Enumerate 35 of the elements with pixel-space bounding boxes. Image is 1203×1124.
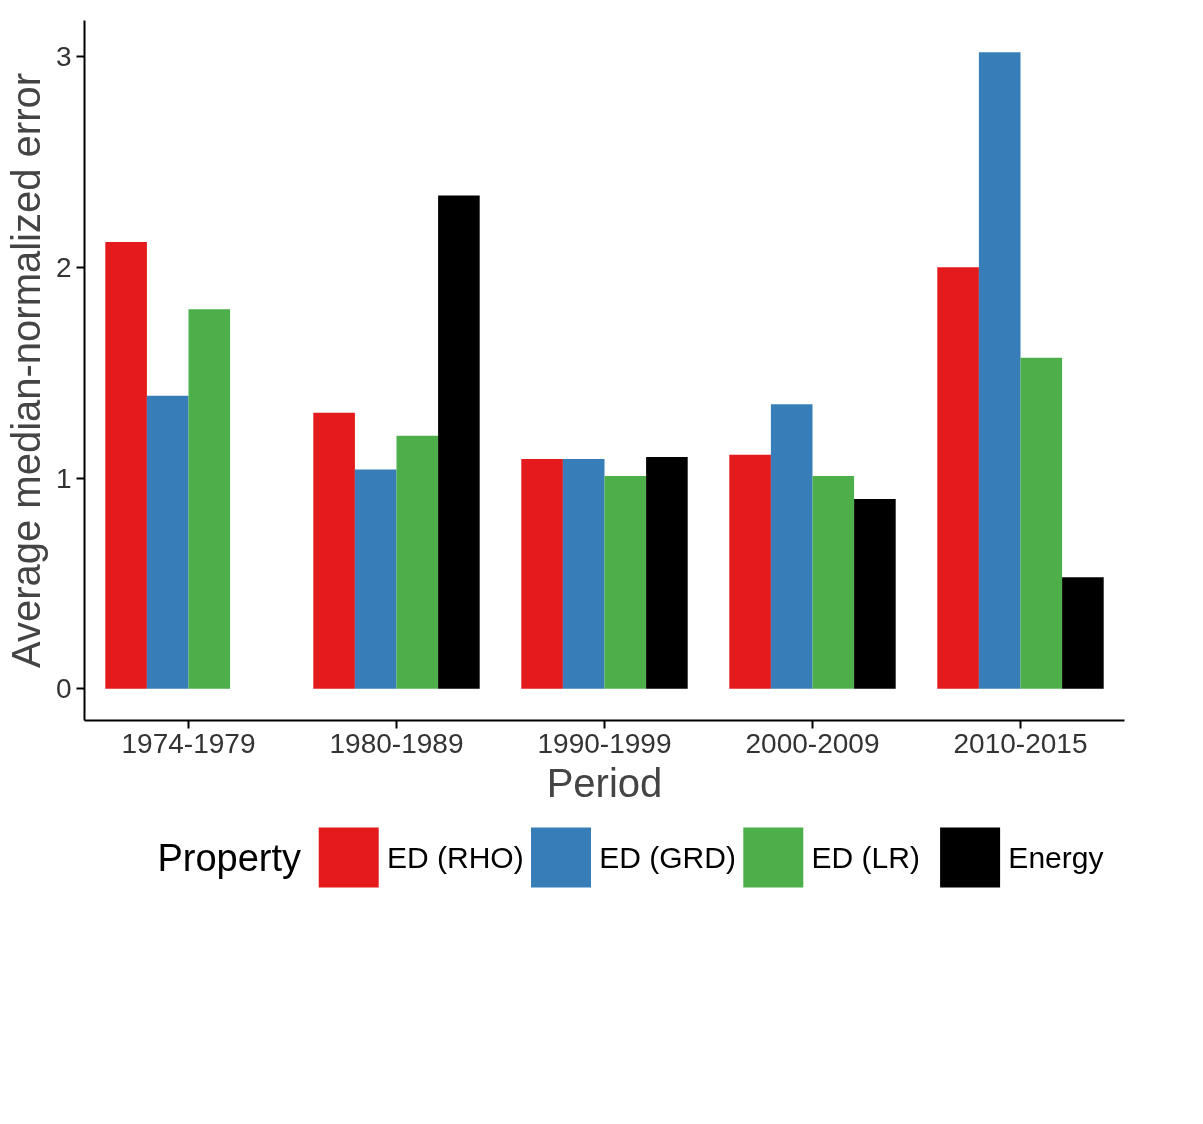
- bar: [1020, 357, 1063, 689]
- legend-label: ED (LR): [811, 841, 920, 874]
- x-tick-label: 1980-1989: [329, 727, 464, 759]
- bar: [105, 241, 147, 689]
- bar: [438, 195, 480, 689]
- bar: [146, 395, 189, 689]
- bar: [313, 412, 355, 689]
- bar: [562, 459, 605, 689]
- bar: [937, 267, 979, 689]
- bar: [396, 435, 439, 689]
- bar: [854, 499, 896, 689]
- x-axis-title: Period: [546, 760, 663, 805]
- bar: [604, 475, 647, 689]
- legend-label: ED (RHO): [386, 841, 524, 874]
- y-tick-label: 2: [55, 251, 72, 283]
- bar: [188, 309, 231, 689]
- x-tick-label: 2010-2015: [953, 727, 1088, 759]
- bar: [770, 404, 813, 689]
- x-tick-label: 2000-2009: [745, 727, 880, 759]
- bar: [812, 475, 855, 689]
- bar: [729, 454, 771, 689]
- bar: [1062, 577, 1104, 689]
- y-tick-label: 3: [55, 40, 72, 72]
- legend-label: ED (GRD): [599, 841, 736, 874]
- legend-title: Property: [157, 836, 302, 879]
- y-axis-title: Average median-normalized error: [3, 72, 48, 669]
- bar: [521, 459, 563, 689]
- y-tick-label: 1: [55, 462, 72, 494]
- x-tick-label: 1974-1979: [121, 727, 256, 759]
- x-tick-label: 1990-1999: [537, 727, 672, 759]
- legend-label: Energy: [1008, 841, 1104, 874]
- bar: [646, 456, 688, 689]
- y-tick-label: 0: [55, 673, 72, 705]
- bar: [354, 469, 397, 689]
- bar: [978, 52, 1021, 689]
